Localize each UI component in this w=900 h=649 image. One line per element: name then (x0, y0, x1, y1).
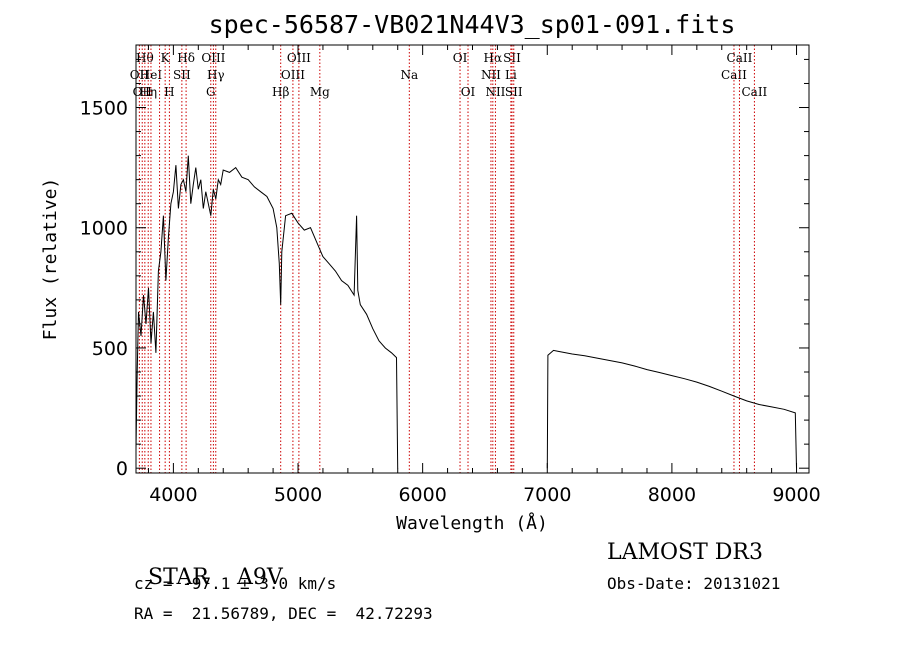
marker-label: Mg (310, 85, 330, 99)
series-line (546, 349, 797, 469)
y-axis-label: Flux (relative) (40, 178, 61, 341)
marker-label: NII (485, 85, 505, 99)
y-tick-label: 1500 (80, 98, 128, 120)
marker-label: OII (130, 68, 150, 82)
marker-label: Hδ (177, 51, 195, 65)
marker-label: Hθ (136, 51, 154, 65)
subclass-label: A9V (236, 565, 283, 590)
marker-label: Li (505, 68, 517, 82)
marker-label: CaII (721, 68, 747, 82)
y-tick-label: 0 (116, 458, 128, 480)
chart-title: spec-56587-VB021N44V3_sp01-091.fits (209, 10, 736, 39)
spectral-line-markers: OII OII Hθ Hη HeI K H SII Hδ G OIII Hγ Hβ OIII OIII Mg N… (130, 45, 768, 473)
x-axis-label: Wavelength (Å) (396, 512, 548, 534)
marker-label: NII (481, 68, 501, 82)
x-tick-label: 4000 (149, 484, 197, 506)
object-class: STAR A9V (134, 540, 283, 590)
marker-label: H (164, 85, 174, 99)
marker-label: CaII (727, 51, 753, 65)
marker-label: SII (505, 85, 523, 99)
marker-label: Hβ (272, 85, 289, 99)
x-tick-label: 7000 (523, 484, 571, 506)
marker-label: OIII (201, 51, 225, 65)
obs-date-label: Obs-Date: 20131021 (607, 574, 781, 593)
marker-label: OII (133, 85, 153, 99)
y-tick-label: 500 (92, 338, 128, 360)
type-label: STAR (148, 565, 209, 590)
x-tick-label: 9000 (772, 484, 820, 506)
marker-label: K (161, 51, 171, 65)
x-tick-label: 6000 (398, 484, 446, 506)
plot-frame (135, 44, 810, 474)
series-line (135, 155, 399, 469)
marker-label: OI (461, 85, 476, 99)
cz-label: cz = -97.1 ± 3.0 km/s (134, 574, 337, 593)
marker-label: OI (453, 51, 468, 65)
marker-label: SII (503, 51, 521, 65)
marker-label: OIII (281, 68, 305, 82)
marker-label: CaII (741, 85, 767, 99)
marker-label: OIII (287, 51, 311, 65)
survey-label: LAMOST DR3 (607, 540, 763, 565)
marker-label: HeI (140, 68, 163, 82)
marker-label: Na (400, 68, 418, 82)
spectrum-series (135, 155, 797, 469)
marker-label: SII (173, 68, 191, 82)
marker-label: Hη (139, 85, 157, 99)
y-tick-label: 1000 (80, 218, 128, 240)
marker-label: Hγ (207, 68, 225, 82)
axes: 4000 5000 6000 7000 8000 9000 0 500 1000 1500 (80, 45, 821, 506)
radec-label: RA = 21.56789, DEC = 42.72293 (134, 604, 433, 623)
x-tick-label: 5000 (274, 484, 322, 506)
marker-label: G (206, 85, 216, 99)
x-tick-label: 8000 (648, 484, 696, 506)
marker-label: Hα (484, 51, 503, 65)
